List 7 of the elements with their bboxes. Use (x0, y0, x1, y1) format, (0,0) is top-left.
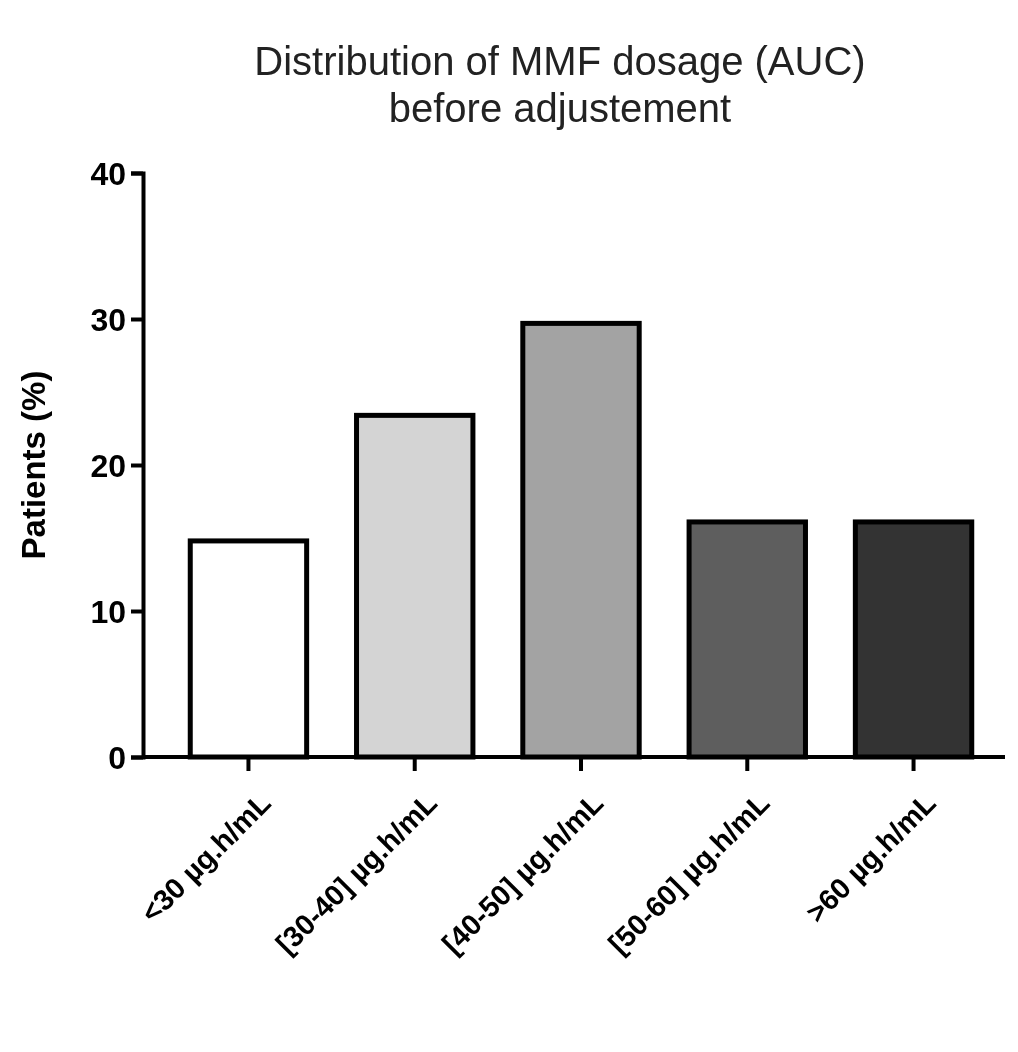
y-tick-label: 30 (90, 301, 126, 338)
y-tick-label: 40 (90, 155, 126, 192)
y-tick-label: 10 (90, 593, 126, 630)
chart-title: Distribution of MMF dosage (AUC) before adjustement (254, 39, 866, 130)
y-tick-label: 20 (90, 447, 126, 484)
y-tick-label: 0 (108, 739, 126, 776)
y-axis-title: Patients (%) (15, 370, 52, 560)
